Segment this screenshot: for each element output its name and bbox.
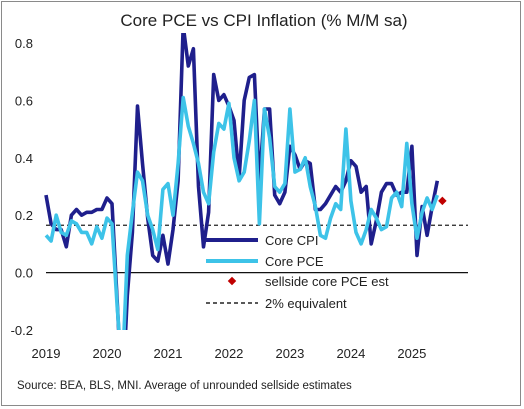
x-axis-ticks: 2019 2020 2021 2022 2023 2024 2025 [32,346,427,361]
x-tick-label: 2019 [32,346,61,361]
series-line-core-pce [44,95,439,330]
sellside-estimate-marker [438,196,447,206]
legend-swatch-sellside [227,276,237,286]
x-tick-label: 2024 [336,346,365,361]
y-tick-label: 0.2 [15,208,33,223]
x-tick-label: 2020 [93,346,122,361]
y-axis-ticks: 0.8 0.6 0.4 0.2 0.0 -0.2 [11,36,33,338]
legend: Core CPI Core PCE sellside core PCE est … [206,233,389,311]
y-tick-label: 0.8 [15,36,33,51]
y-tick-label: 0.0 [15,266,33,281]
series-line-core-cpi [44,33,440,330]
legend-label-2pct: 2% equivalent [265,296,347,311]
chart-title: Core PCE vs CPI Inflation (% M/M sa) [120,11,407,30]
y-tick-label: -0.2 [11,323,33,338]
x-tick-label: 2022 [214,346,243,361]
x-tick-label: 2025 [397,346,426,361]
legend-label-core-cpi: Core CPI [265,233,318,248]
x-tick-label: 2021 [154,346,183,361]
series-lines [44,33,440,330]
legend-label-core-pce: Core PCE [265,254,324,269]
y-tick-label: 0.6 [15,93,33,108]
sellside-markers [438,196,447,206]
y-tick-label: 0.4 [15,151,33,166]
chart-source: Source: BEA, BLS, MNI. Average of unroun… [17,380,352,392]
x-tick-label: 2023 [275,346,304,361]
legend-label-sellside: sellside core PCE est [265,274,389,289]
